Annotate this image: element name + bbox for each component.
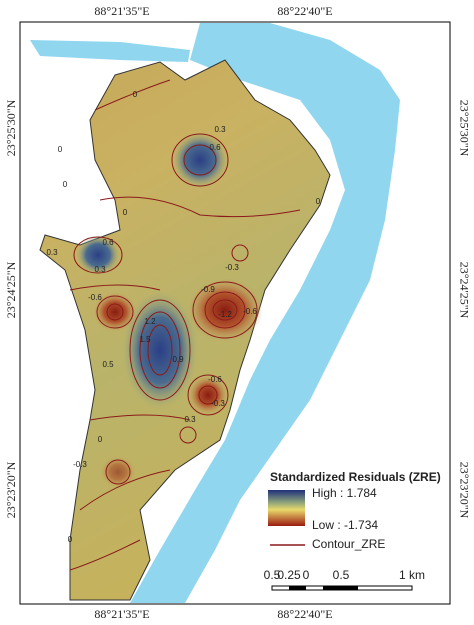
legend-title: Standardized Residuals (ZRE) <box>270 470 441 484</box>
bottom-coord: 88°22'40"E <box>277 607 332 621</box>
contour-label: -0.3 <box>225 263 239 272</box>
right-coord: 23°23'20"N <box>457 462 471 519</box>
contour-label: 0.3 <box>94 265 106 274</box>
contour-label: 0 <box>68 535 73 544</box>
contour-label: -0.6 <box>243 307 257 316</box>
right-coord: 23°25'30"N <box>457 100 471 157</box>
contour-label: 0 <box>98 435 103 444</box>
contour-label: 1.5 <box>139 335 151 344</box>
contour-label: 0.5 <box>102 360 114 369</box>
contour-label: -0.3 <box>211 399 225 408</box>
contour-label: 0.3 <box>46 248 58 257</box>
scale-bar <box>271 585 413 591</box>
scale-label: 0.5 <box>333 568 350 582</box>
contour-label: 0 <box>63 180 68 189</box>
bottom-coord: 88°21'35"E <box>94 607 149 621</box>
left-coord: 23°23'20"N <box>4 461 18 518</box>
contour-label: 0 <box>123 208 128 217</box>
top-coord: 88°21'35"E <box>94 4 149 18</box>
river <box>130 23 400 603</box>
legend-contour: Contour_ZRE <box>312 537 385 551</box>
left-coord: 23°24'25"N <box>4 261 18 318</box>
right-coord: 23°24'25"N <box>457 262 471 319</box>
contours <box>69 79 301 571</box>
contour-label: 0 <box>133 90 138 99</box>
left-coord: 23°25'30"N <box>4 99 18 156</box>
contour-label: -0.9 <box>201 285 215 294</box>
contour-label: 0.3 <box>184 415 196 424</box>
contour-label: 1.2 <box>144 317 156 326</box>
contour-label: 0 <box>316 197 321 206</box>
scale-label: 1 km <box>399 568 425 582</box>
scale-label: 0.5 <box>264 568 281 582</box>
legend: Standardized Residuals (ZRE) High : 1.78… <box>268 470 441 551</box>
contour-label: -0.6 <box>208 375 222 384</box>
contour-label: -1.2 <box>218 310 232 319</box>
river-channel <box>30 40 190 62</box>
contour-label: 0.6 <box>209 143 221 152</box>
residual-surface <box>76 132 263 488</box>
contour-label: 0.3 <box>214 125 226 134</box>
legend-high: High : 1.784 <box>312 486 377 500</box>
contour-label: 0.9 <box>172 355 184 364</box>
scale-label: 0.25 <box>277 568 301 582</box>
contour-label: 0.6 <box>102 238 114 247</box>
legend-ramp <box>268 490 305 526</box>
top-coord: 88°22'40"E <box>277 4 332 18</box>
scale-label: 0 <box>303 568 310 582</box>
contour-label: -0.3 <box>73 460 87 469</box>
legend-low: Low : -1.734 <box>312 518 378 532</box>
contour-label: -0.6 <box>88 293 102 302</box>
contour-label: 0 <box>58 145 63 154</box>
